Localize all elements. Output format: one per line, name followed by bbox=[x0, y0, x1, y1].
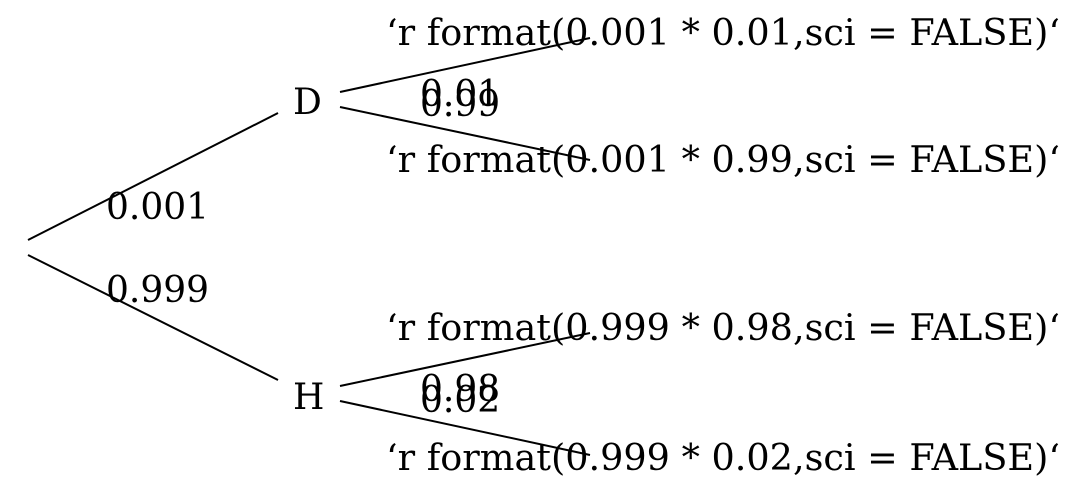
node-label-d: D bbox=[293, 82, 322, 123]
edge-h-to-leaf-3 bbox=[339, 332, 591, 387]
edge-root-to-d bbox=[27, 112, 279, 241]
edge-probability-leaf-4: 0.02 bbox=[420, 380, 500, 421]
leaf-outcome-4: ‘r format(0.999 * 0.02,sci = FALSE)‘ bbox=[386, 438, 1060, 479]
leaf-outcome-2: ‘r format(0.001 * 0.99,sci = FALSE)‘ bbox=[386, 140, 1060, 181]
edge-probability-d: 0.001 bbox=[106, 187, 209, 228]
edge-root-to-h bbox=[27, 254, 279, 381]
edge-d-to-leaf-2 bbox=[339, 106, 591, 161]
leaf-outcome-1: ‘r format(0.001 * 0.01,sci = FALSE)‘ bbox=[386, 13, 1060, 54]
node-label-h: H bbox=[293, 377, 324, 418]
edge-probability-leaf-2: 0.99 bbox=[420, 84, 500, 125]
edge-h-to-leaf-4 bbox=[339, 400, 591, 456]
edge-d-to-leaf-1 bbox=[339, 37, 591, 93]
leaf-outcome-3: ‘r format(0.999 * 0.98,sci = FALSE)‘ bbox=[386, 308, 1060, 349]
edge-probability-leaf-3: 0.98 bbox=[420, 369, 500, 410]
edge-probability-h: 0.999 bbox=[106, 270, 209, 311]
edge-probability-leaf-1: 0.01 bbox=[420, 74, 500, 115]
